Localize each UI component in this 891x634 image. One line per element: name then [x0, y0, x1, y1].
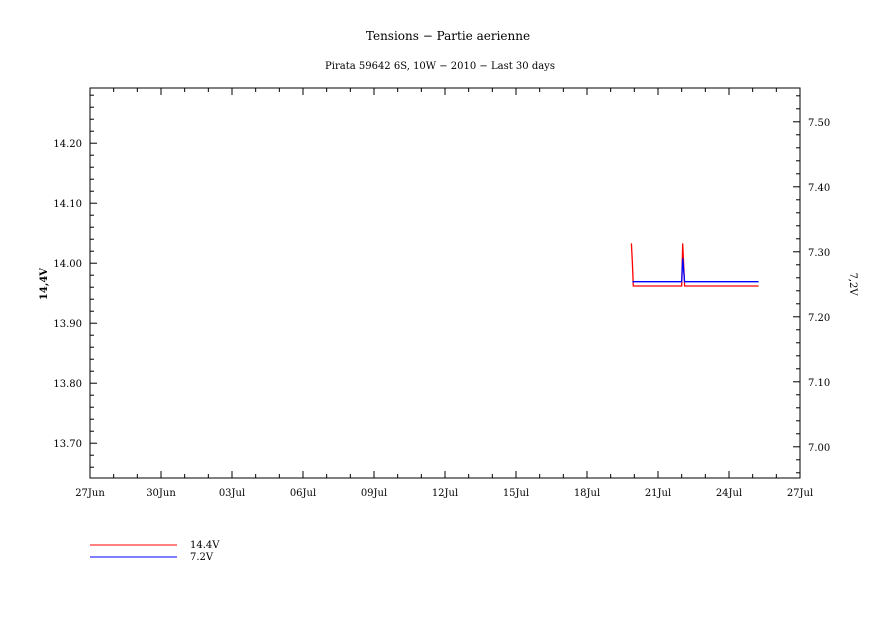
y-tick-label-left: 14.20	[53, 139, 82, 150]
y-tick-label-right: 7.10	[808, 378, 830, 389]
y-tick-label-left: 13.80	[53, 379, 82, 390]
x-tick-label: 30Jun	[146, 488, 176, 499]
legend-label-7-2v: 7.2V	[190, 552, 214, 563]
x-tick-label: 24Jul	[716, 488, 742, 499]
x-tick-label: 27Jun	[75, 488, 105, 499]
legend-label-14-4v: 14.4V	[190, 540, 220, 551]
y-tick-label-left: 14.00	[53, 259, 82, 270]
series-line-7-2V	[632, 258, 759, 283]
y-tick-label-right: 7.50	[808, 118, 830, 129]
y-tick-label-left: 13.70	[53, 439, 82, 450]
x-tick-label: 06Jul	[290, 488, 316, 499]
chart-title: Tensions − Partie aerienne	[366, 29, 530, 43]
y-axis-label-right: 7,2V	[847, 272, 858, 296]
chart-subtitle: Pirata 59642 6S, 10W − 2010 − Last 30 da…	[325, 61, 555, 72]
x-tick-label: 15Jul	[503, 488, 529, 499]
y-axis-label-left: 14,4V	[39, 268, 50, 300]
x-tick-label: 27Jul	[787, 488, 813, 499]
plot-frame	[89, 87, 801, 479]
legend: 14.4V 7.2V	[90, 540, 220, 563]
y-tick-label-left: 14.10	[53, 199, 82, 210]
y-tick-label-left: 13.90	[53, 319, 82, 330]
y-tick-label-right: 7.20	[808, 313, 830, 324]
y-tick-label-right: 7.00	[808, 443, 830, 454]
y-tick-label-right: 7.40	[808, 183, 830, 194]
series-line-14-4V	[630, 243, 759, 287]
x-tick-label: 21Jul	[645, 488, 671, 499]
x-tick-label: 12Jul	[432, 488, 458, 499]
x-tick-label: 09Jul	[361, 488, 387, 499]
y-tick-label-right: 7.30	[808, 248, 830, 259]
x-tick-label: 18Jul	[574, 488, 600, 499]
x-tick-label: 03Jul	[219, 488, 245, 499]
